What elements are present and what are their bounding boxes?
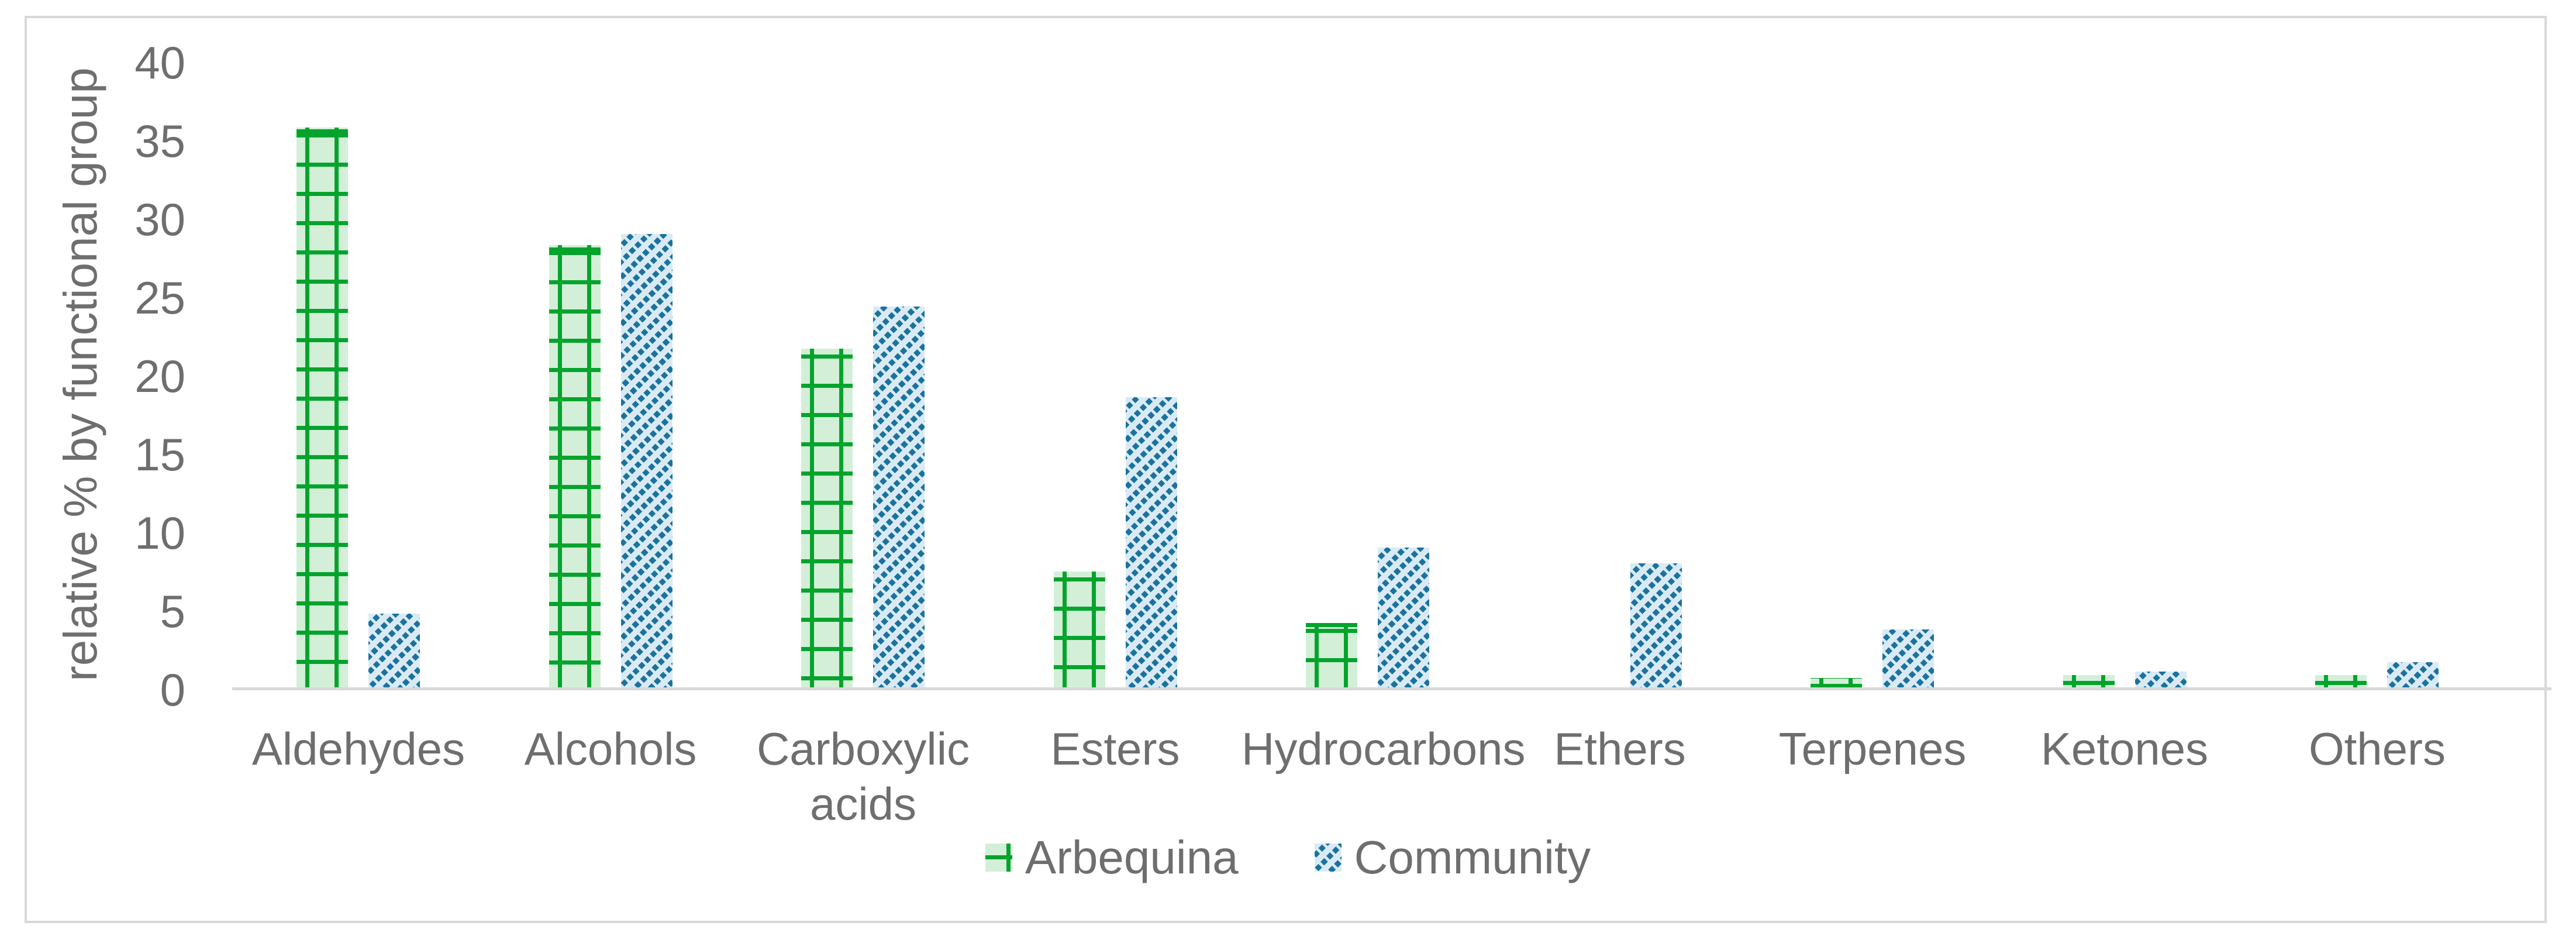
bar-community-carboxylic-acids: [873, 307, 925, 687]
bar-community-hydrocarbons: [1378, 548, 1429, 687]
y-axis-tick-label-40: 40: [135, 37, 185, 88]
y-axis-tick-label-10: 10: [135, 507, 185, 559]
category-label-alcohols: Alcohols: [524, 723, 697, 775]
legend: Arbequina Community: [0, 830, 2576, 886]
y-axis-tick-label-5: 5: [160, 586, 185, 637]
legend-item-arbequina: Arbequina: [985, 830, 1239, 886]
bar-community-ketones: [2135, 672, 2187, 687]
bar-community-terpenes: [1882, 629, 1934, 687]
bar-community-others: [2387, 662, 2439, 687]
bar-arbequina-others: [2315, 675, 2367, 687]
figure-frame: [25, 16, 2547, 923]
legend-swatch-community: [1314, 844, 1342, 872]
legend-label-community: Community: [1354, 831, 1591, 883]
y-axis-tick-label-30: 30: [135, 194, 185, 245]
category-label-terpenes: Terpenes: [1778, 723, 1967, 775]
x-axis-line: [232, 687, 2551, 690]
bar-arbequina-ketones: [2063, 675, 2115, 687]
bar-community-aldehydes: [368, 614, 420, 687]
category-label-others: Others: [2308, 723, 2446, 775]
y-axis-tick-label-0: 0: [160, 664, 185, 715]
legend-item-community: Community: [1314, 830, 1591, 886]
category-label-aldehydes: Aldehydes: [251, 723, 465, 775]
y-axis-tick-label-25: 25: [135, 272, 185, 323]
bar-arbequina-esters: [1054, 572, 1105, 687]
y-axis-tick-label-15: 15: [135, 429, 185, 480]
bar-community-ethers: [1630, 563, 1682, 687]
bar-community-alcohols: [621, 234, 673, 687]
legend-label-arbequina: Arbequina: [1025, 831, 1239, 883]
category-label-carboxylic-acids: Carboxylic acids: [756, 723, 970, 830]
bar-community-esters: [1126, 397, 1177, 687]
category-label-esters: Esters: [1050, 723, 1180, 775]
category-label-ketones: Ketones: [2040, 723, 2209, 775]
category-label-hydrocarbons: Hydrocarbons: [1242, 723, 1526, 775]
bar-arbequina-carboxylic-acids: [801, 349, 853, 687]
legend-swatch-arbequina: [985, 844, 1012, 872]
bar-arbequina-hydrocarbons: [1306, 623, 1357, 687]
y-axis-tick-label-20: 20: [135, 350, 185, 402]
y-axis-tick-label-35: 35: [135, 115, 185, 167]
bar-arbequina-aldehydes: [296, 128, 348, 687]
bar-arbequina-alcohols: [549, 245, 601, 687]
bar-arbequina-terpenes: [1811, 678, 1862, 687]
category-label-ethers: Ethers: [1554, 723, 1686, 775]
